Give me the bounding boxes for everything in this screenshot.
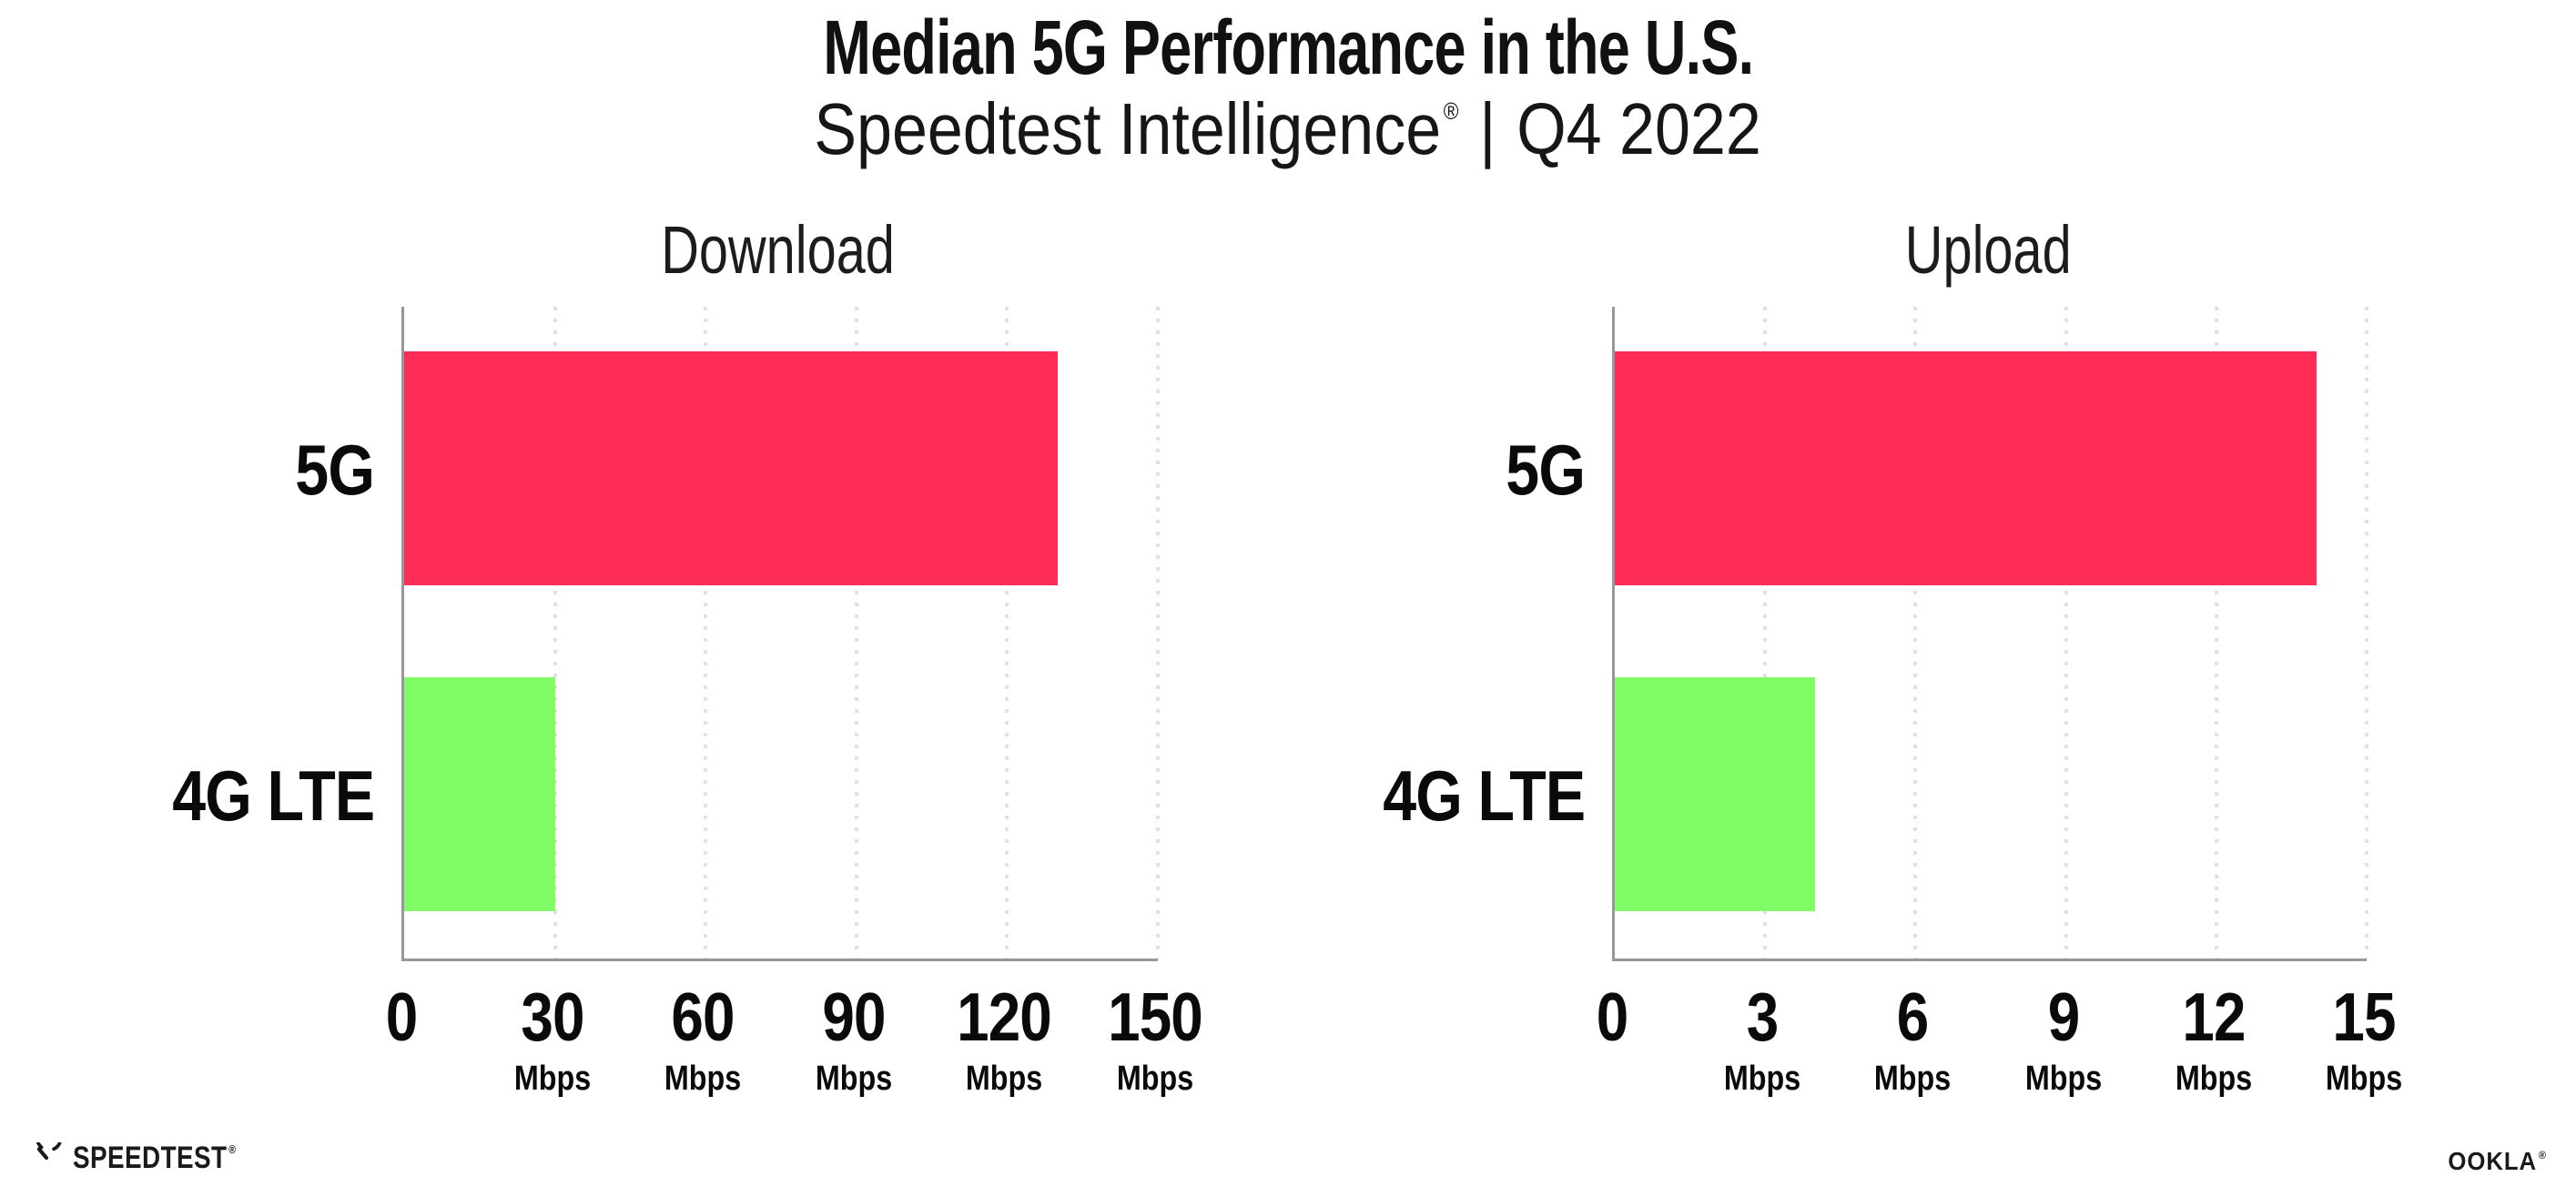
x-tick-label-15: 15 Mbps [2318,981,2409,1099]
speedtest-gauge-icon [35,1142,62,1161]
x-tick-value: 15 [2332,979,2396,1055]
gridline-90 [854,307,858,959]
upload-category-axis: 5G 4G LTE [1238,307,1586,959]
x-tick-value: 9 [2047,979,2079,1055]
x-tick-unit: Mbps [2325,1059,2403,1098]
ookla-registered-mark-icon: ® [2538,1149,2547,1161]
x-tick-value: 150 [1108,979,1203,1055]
page-subtitle: Speedtest Intelligence ® | Q4 2022 [0,87,2576,171]
x-tick-value: 3 [1746,979,1779,1055]
x-tick-value: 0 [1596,979,1628,1055]
bar-download-4g-lte [404,677,555,912]
x-tick-unit: Mbps [513,1059,591,1098]
gridline-30 [553,307,557,959]
subtitle-separator: | [1479,88,1496,169]
category-row-5g: 5G [1238,307,1586,633]
download-plot-area [401,307,1160,961]
x-tick-unit: Mbps [966,1059,1043,1098]
category-label-5g: 5G [1506,429,1586,510]
speedtest-logo: SPEEDTEST ® [31,1140,272,1176]
x-tick-value: 6 [1897,979,1929,1055]
x-tick-label-60: 60 Mbps [658,981,748,1099]
gridline-150 [1156,307,1160,959]
x-tick-unit: Mbps [1116,1059,1194,1098]
bar-download-5g [404,351,1058,586]
gridline-3 [1763,307,1768,959]
upload-plot-area [1612,307,2368,961]
x-tick-label-0: 0 [1594,981,1631,1053]
download-category-axis: 5G 4G LTE [27,307,375,959]
x-tick-label-90: 90 Mbps [808,981,898,1099]
category-label-4g-lte: 4G LTE [171,755,375,836]
x-tick-label-12: 12 Mbps [2168,981,2258,1099]
page-title-text: Median 5G Performance in the U.S. [822,5,1754,90]
x-tick-unit: Mbps [815,1059,892,1098]
download-chart-title: Download [661,212,896,288]
bar-upload-5g [1615,351,2317,586]
ookla-wordmark-text: OOKLA [2448,1147,2538,1175]
x-tick-value: 30 [520,979,584,1055]
subtitle-period: Q4 2022 [1516,88,1762,169]
x-tick-label-30: 30 Mbps [507,981,597,1099]
bar-upload-4g-lte [1615,677,1816,912]
gridline-15 [2365,307,2368,959]
x-tick-label-9: 9 Mbps [2018,981,2108,1099]
ookla-logo: OOKLA ® [2448,1147,2547,1176]
x-tick-unit: Mbps [2024,1059,2102,1098]
x-tick-unit: Mbps [1874,1059,1952,1098]
x-tick-value: 0 [385,979,418,1055]
gridline-60 [704,307,708,959]
gridline-12 [2214,307,2218,959]
gridline-6 [1913,307,1918,959]
download-x-axis: 0 30 Mbps 60 Mbps 90 Mbps 120 Mbps 150 Mbps [386,981,1203,1127]
upload-chart-title: Upload [1904,212,2072,288]
speedtest-wordmark-text: SPEEDTEST [73,1140,228,1175]
x-tick-label-150: 150 Mbps [1100,981,1211,1099]
category-row-4g-lte: 4G LTE [1238,633,1586,959]
x-tick-label-120: 120 Mbps [948,981,1060,1099]
x-tick-value: 120 [957,979,1052,1055]
registered-mark-icon: ® [1444,97,1459,125]
category-row-5g: 5G [27,307,375,633]
speedtest-registered-mark-icon: ® [228,1141,237,1156]
x-tick-unit: Mbps [2175,1059,2252,1098]
speedtest-wordmark: SPEEDTEST ® [73,1141,236,1176]
upload-x-axis: 0 3 Mbps 6 Mbps 9 Mbps 12 Mbps 15 Mbps [1597,981,2402,1127]
x-tick-value: 12 [2182,979,2246,1055]
category-row-4g-lte: 4G LTE [27,633,375,959]
category-label-4g-lte: 4G LTE [1382,755,1586,836]
x-tick-value: 60 [671,979,735,1055]
subtitle-brand: Speedtest Intelligence [814,88,1442,169]
x-tick-unit: Mbps [664,1059,742,1098]
gridline-120 [1005,307,1009,959]
page-subtitle-text: Speedtest Intelligence ® | Q4 2022 [815,87,1761,171]
gridline-9 [2064,307,2068,959]
x-tick-label-0: 0 [383,981,421,1053]
x-tick-label-3: 3 Mbps [1718,981,1808,1099]
page-title: Median 5G Performance in the U.S. [0,4,2576,92]
x-tick-unit: Mbps [1724,1059,1801,1098]
x-tick-value: 90 [822,979,886,1055]
category-label-5g: 5G [295,429,375,510]
x-tick-label-6: 6 Mbps [1868,981,1958,1099]
